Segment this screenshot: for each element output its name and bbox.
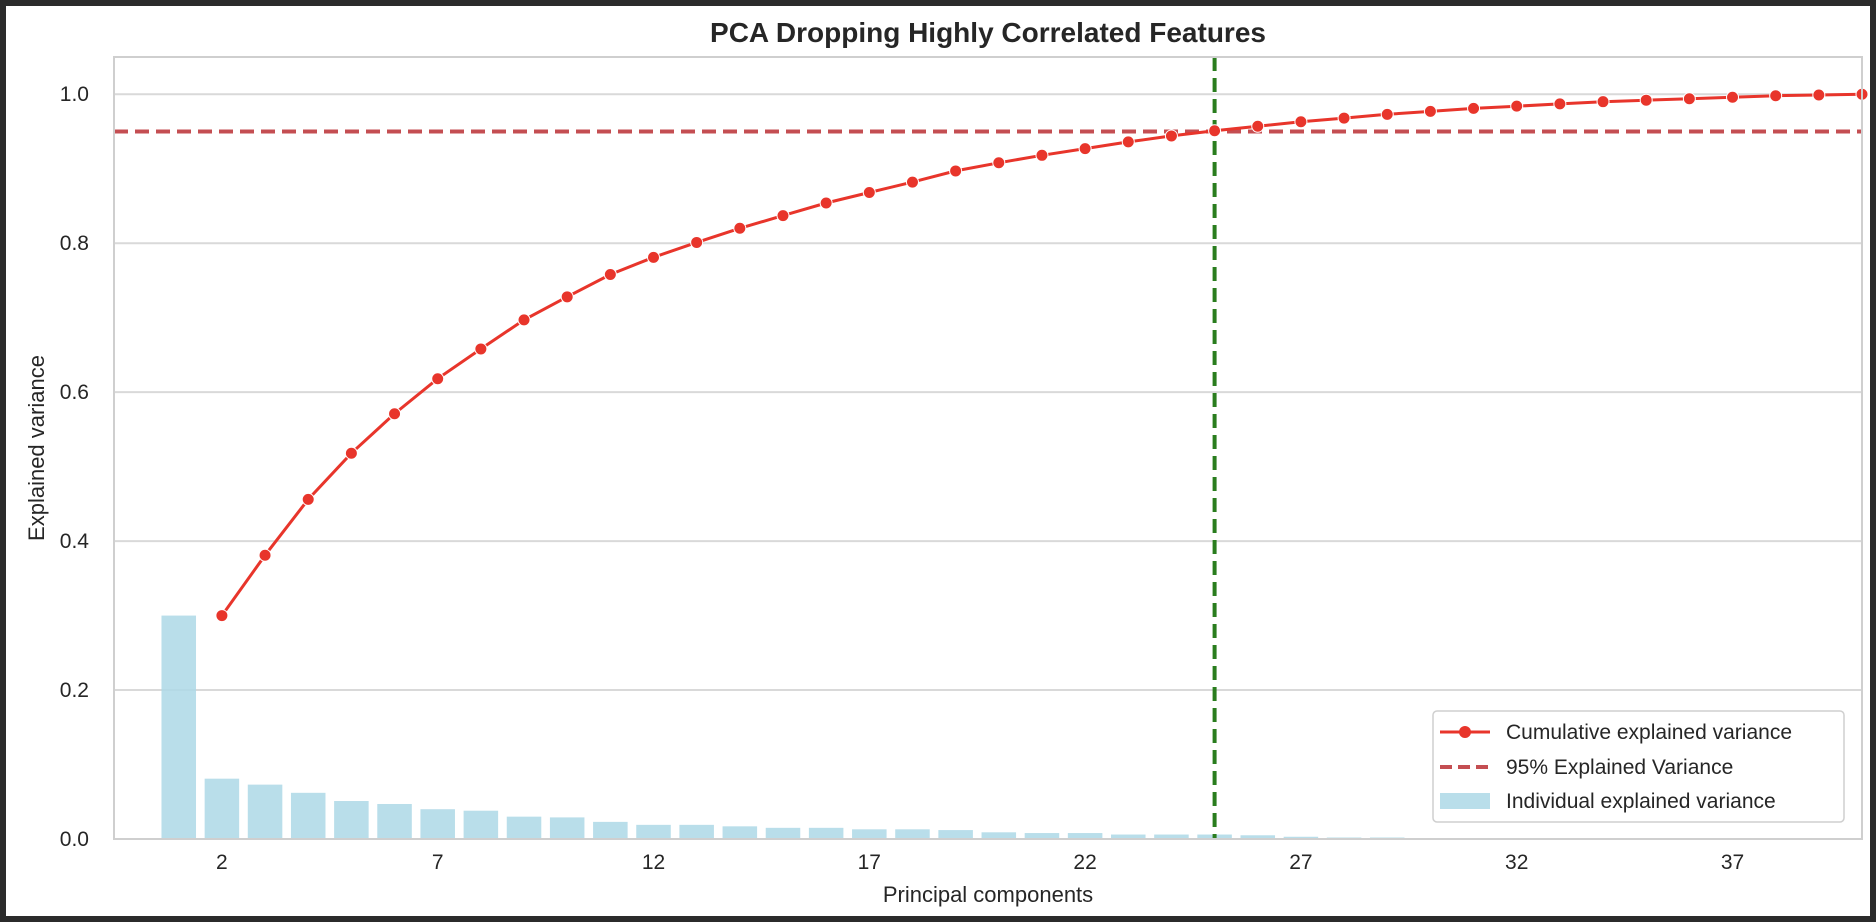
x-tick-label: 27: [1289, 851, 1312, 874]
cumulative-point-10: [560, 290, 574, 304]
y-tick-label: 0.8: [60, 232, 89, 255]
y-tick-label: 0.2: [60, 679, 89, 702]
variance-bar-6: [377, 803, 412, 839]
cumulative-point-32: [1510, 99, 1524, 113]
variance-bar-9: [506, 816, 542, 839]
legend-cumulative-marker: [1459, 726, 1471, 738]
cumulative-point-13: [690, 235, 704, 249]
cumulative-point-4: [301, 492, 315, 506]
x-axis-label: Principal components: [883, 882, 1093, 907]
cumulative-point-15: [776, 209, 790, 223]
x-tick-label: 22: [1073, 851, 1096, 874]
cumulative-point-23: [1121, 135, 1135, 149]
x-tick-label: 7: [432, 851, 444, 874]
cumulative-point-30: [1423, 104, 1437, 118]
cumulative-point-39: [1812, 88, 1826, 102]
cumulative-point-34: [1596, 95, 1610, 109]
variance-bar-26: [1240, 835, 1276, 839]
variance-bar-11: [593, 821, 628, 839]
cumulative-point-37: [1726, 90, 1740, 104]
cumulative-point-17: [862, 186, 876, 200]
cumulative-point-21: [1035, 148, 1049, 162]
y-tick-labels: 0.0 0.2 0.4 0.6 0.8 1.0: [60, 83, 90, 851]
cumulative-point-7: [431, 372, 445, 386]
variance-bar-22: [1067, 833, 1103, 839]
variance-bar-17: [852, 829, 887, 839]
cumulative-point-31: [1467, 101, 1481, 115]
cumulative-series: [215, 87, 1869, 623]
cumulative-point-36: [1682, 92, 1696, 106]
variance-bar-3: [247, 784, 283, 839]
cumulative-point-12: [647, 250, 661, 264]
cumulative-point-19: [949, 164, 963, 178]
cumulative-point-20: [992, 156, 1006, 170]
cumulative-point-14: [733, 221, 747, 235]
legend-bar-label: Individual explained variance: [1506, 790, 1776, 813]
cumulative-point-11: [603, 267, 617, 281]
cumulative-point-33: [1553, 97, 1567, 111]
variance-bar-8: [463, 810, 499, 839]
x-tick-labels: 2 7 12 17 22 27 32 37: [216, 851, 1744, 874]
cumulative-point-29: [1380, 107, 1394, 121]
x-tick-label: 17: [858, 851, 881, 874]
variance-bar-2: [204, 778, 240, 839]
y-tick-label: 1.0: [60, 83, 89, 106]
bar-series: [161, 615, 1837, 839]
variance-bar-23: [1111, 834, 1146, 839]
x-tick-label: 2: [216, 851, 228, 874]
variance-bar-19: [938, 830, 973, 839]
y-tick-label: 0.6: [60, 381, 89, 404]
cumulative-point-25: [1208, 124, 1222, 138]
legend: Cumulative explained variance 95% Explai…: [1432, 710, 1845, 823]
chart-title: PCA Dropping Highly Correlated Features: [710, 17, 1266, 48]
cumulative-point-28: [1337, 111, 1351, 125]
cumulative-point-26: [1251, 119, 1265, 133]
cumulative-line: [220, 92, 1863, 617]
variance-bar-14: [722, 826, 758, 839]
pca-chart: PCA Dropping Highly Correlated Features …: [24, 17, 1869, 907]
cumulative-point-35: [1639, 93, 1653, 107]
chart-frame: PCA Dropping Highly Correlated Features …: [6, 6, 1870, 916]
legend-bar-swatch: [1440, 793, 1490, 809]
variance-bar-5: [334, 801, 369, 839]
y-tick-label: 0.4: [60, 530, 90, 553]
cumulative-point-18: [905, 175, 919, 189]
legend-box: [1432, 710, 1845, 823]
cumulative-point-2: [215, 609, 229, 623]
cumulative-point-3: [258, 548, 272, 562]
variance-bar-27: [1283, 836, 1319, 839]
variance-bar-21: [1024, 833, 1060, 839]
cumulative-point-22: [1078, 142, 1092, 156]
x-tick-label: 37: [1721, 851, 1744, 874]
variance-bar-7: [420, 809, 455, 839]
cumulative-point-38: [1769, 89, 1783, 103]
y-axis-label: Explained variance: [24, 355, 49, 541]
cumulative-point-27: [1294, 115, 1308, 129]
cumulative-point-6: [388, 407, 402, 421]
variance-bar-24: [1154, 834, 1189, 839]
legend-cumulative-label: Cumulative explained variance: [1506, 721, 1792, 744]
variance-bar-15: [765, 827, 801, 839]
variance-bar-10: [549, 817, 585, 839]
cumulative-point-24: [1164, 129, 1178, 143]
cumulative-point-16: [819, 196, 833, 210]
y-tick-label: 0.0: [60, 828, 89, 851]
variance-bar-12: [636, 824, 671, 839]
variance-bar-1: [161, 615, 197, 839]
variance-bar-4: [290, 792, 326, 839]
cumulative-point-5: [344, 446, 358, 460]
variance-bar-13: [679, 824, 714, 839]
cumulative-point-8: [474, 342, 488, 356]
variance-bar-18: [895, 829, 930, 839]
legend-threshold-label: 95% Explained Variance: [1506, 756, 1733, 779]
variance-bar-16: [808, 827, 844, 839]
cumulative-point-9: [517, 313, 531, 327]
x-tick-label: 32: [1505, 851, 1528, 874]
variance-bar-20: [981, 832, 1017, 839]
x-tick-label: 12: [642, 851, 665, 874]
plot-area-border: [113, 56, 1863, 840]
